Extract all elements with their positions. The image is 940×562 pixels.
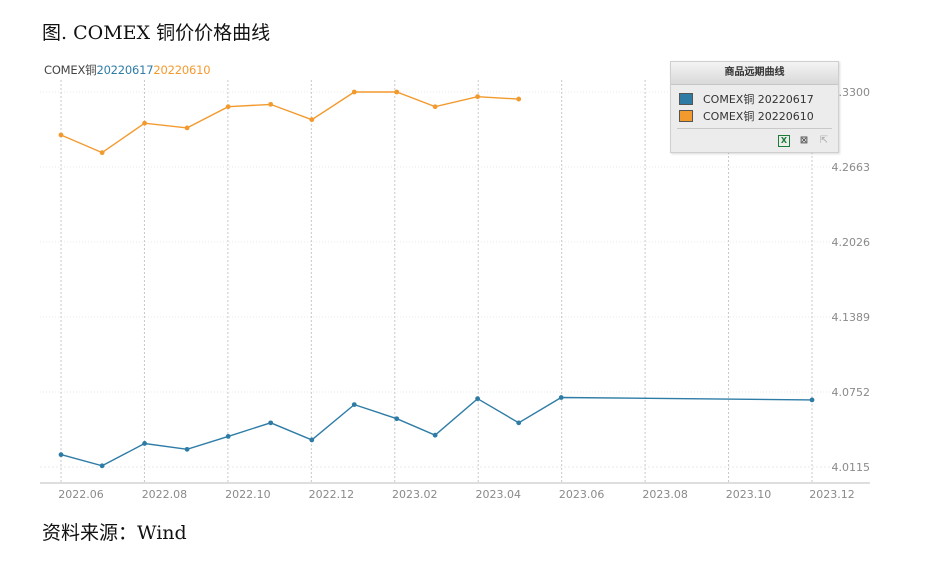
x-tick-label: 2023.02 xyxy=(392,488,438,501)
x-tick-label: 2022.06 xyxy=(58,488,104,501)
chart-header-base: COMEX铜 xyxy=(44,63,97,77)
x-tick-label: 2022.08 xyxy=(142,488,188,501)
y-tick-label: 4.0752 xyxy=(832,386,871,399)
x-tick-label: 2023.04 xyxy=(475,488,521,501)
chart-icon[interactable]: ⊠ xyxy=(799,135,809,146)
legend-swatch-series-2 xyxy=(679,109,693,122)
legend-title: 商品远期曲线 xyxy=(671,62,838,85)
series-point-2 xyxy=(99,150,105,156)
series-point-2 xyxy=(394,89,400,95)
series-point-2 xyxy=(58,132,64,138)
legend-item-series-1[interactable]: COMEX铜 20220617 xyxy=(679,90,838,107)
series-point-1 xyxy=(268,420,274,426)
x-tick-label: 2023.06 xyxy=(559,488,605,501)
y-tick-label: 4.2026 xyxy=(832,236,871,249)
x-tick-label: 2023.12 xyxy=(809,488,855,501)
legend-label-series-2: COMEX铜 20220610 xyxy=(703,109,814,123)
legend-swatch-series-1 xyxy=(679,92,693,105)
series-point-2 xyxy=(351,89,357,95)
series-point-1 xyxy=(475,396,481,402)
series-point-2 xyxy=(516,96,522,102)
series-point-1 xyxy=(394,416,400,422)
source-note: 资料来源：Wind xyxy=(42,522,187,544)
chart-header: COMEX铜2022061720220610 xyxy=(44,62,211,78)
y-tick-label: .3300 xyxy=(839,86,871,99)
x-tick-label: 2023.08 xyxy=(642,488,688,501)
series-line-1 xyxy=(60,396,813,467)
series-point-1 xyxy=(184,446,190,452)
series-point-2 xyxy=(432,104,438,110)
series-point-1 xyxy=(142,441,147,446)
series-point-2 xyxy=(309,117,315,123)
x-tick-label: 2022.10 xyxy=(225,488,271,501)
series-point-1 xyxy=(58,452,64,458)
y-tick-label: 4.2663 xyxy=(832,161,871,174)
x-tick-label: 2023.10 xyxy=(726,488,772,501)
series-point-1 xyxy=(809,397,815,403)
series-point-1 xyxy=(558,395,564,400)
series-point-1 xyxy=(432,432,438,438)
series-point-1 xyxy=(309,437,315,443)
series-point-2 xyxy=(268,101,274,107)
chart-header-series-1: 20220617 xyxy=(96,63,154,77)
series-point-2 xyxy=(142,120,147,126)
series-line-2 xyxy=(60,91,519,154)
series-point-1 xyxy=(351,402,357,407)
chart-header-series-2: 20220610 xyxy=(153,63,211,77)
excel-icon[interactable]: X xyxy=(778,135,790,147)
legend-label-series-1: COMEX铜 20220617 xyxy=(703,92,814,106)
y-tick-label: 4.1389 xyxy=(832,311,871,324)
legend-toolbar: X ⊠ ⇱ xyxy=(778,135,830,147)
series-point-2 xyxy=(225,104,231,110)
series-point-2 xyxy=(475,94,481,100)
series-point-1 xyxy=(225,433,231,439)
series-point-1 xyxy=(516,420,522,426)
y-tick-label: 4.0115 xyxy=(832,461,871,474)
x-tick-label: 2022.12 xyxy=(309,488,355,501)
legend-divider xyxy=(677,128,832,129)
series-point-1 xyxy=(99,463,105,469)
expand-icon[interactable]: ⇱ xyxy=(819,135,829,146)
legend-panel[interactable]: 商品远期曲线 COMEX铜 20220617 COMEX铜 20220610 X… xyxy=(670,61,839,153)
figure-title: 图. COMEX 铜价价格曲线 xyxy=(42,22,271,44)
legend-item-series-2[interactable]: COMEX铜 20220610 xyxy=(679,107,838,124)
series-point-2 xyxy=(184,125,190,131)
